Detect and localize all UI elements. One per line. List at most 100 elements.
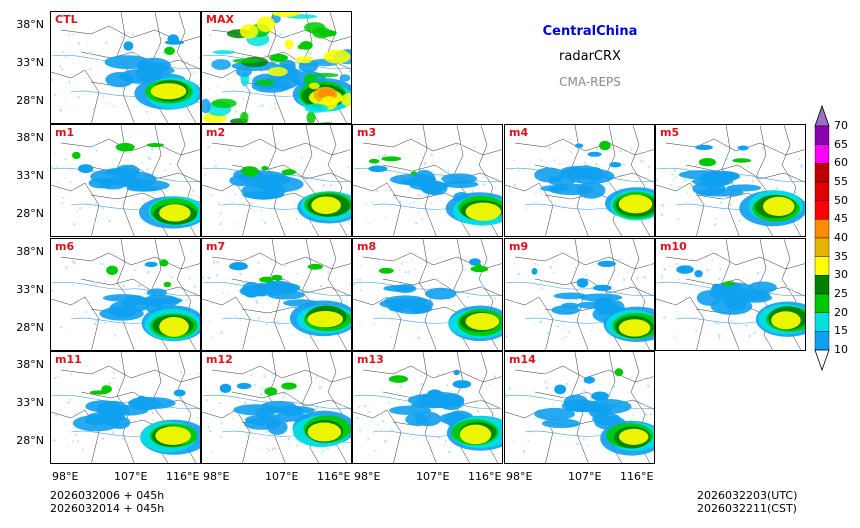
echo-stipple xyxy=(446,321,449,324)
echo-stipple xyxy=(315,407,318,410)
echo-band xyxy=(265,280,291,289)
colorbar-label: 35 xyxy=(834,249,848,263)
echo-stipple xyxy=(68,80,71,83)
echo-stipple xyxy=(65,99,67,102)
echo-stipple xyxy=(151,411,154,415)
echo-stipple xyxy=(378,157,380,160)
echo-cell-small xyxy=(137,395,147,403)
echo-stipple xyxy=(381,420,385,423)
colorbar-label: 15 xyxy=(834,324,848,338)
echo-stipple xyxy=(738,219,741,222)
echo-stipple xyxy=(365,220,367,222)
echo-stipple xyxy=(384,439,387,443)
echo-max xyxy=(255,79,275,86)
radar-map xyxy=(505,352,654,463)
echo-cell-small xyxy=(281,169,296,176)
echo-stipple xyxy=(67,33,71,36)
echo-stipple xyxy=(551,202,553,205)
echo-stipple xyxy=(257,271,260,273)
echo-stipple xyxy=(488,384,491,386)
province-border xyxy=(327,352,348,463)
echo-cell-small xyxy=(240,166,259,176)
echo-stipple xyxy=(388,401,391,404)
echo-stipple xyxy=(92,108,95,111)
valid-time-block: 2026032203(UTC) 2026032211(CST) xyxy=(697,489,797,515)
panel-label: m10 xyxy=(660,240,687,253)
province-border xyxy=(51,409,100,463)
echo-stipple xyxy=(481,283,484,287)
echo-stipple xyxy=(545,386,549,390)
echo-max xyxy=(323,49,351,64)
echo-band xyxy=(747,281,777,294)
longitude-label: 107°E xyxy=(416,470,450,483)
panel-label: m9 xyxy=(509,240,529,253)
echo-stipple xyxy=(88,51,92,54)
map-panel-m10: m10 xyxy=(655,238,806,351)
echo-stipple xyxy=(67,329,69,331)
echo-stipple xyxy=(188,404,191,407)
longitude-label: 98°E xyxy=(506,470,533,483)
echo-band xyxy=(579,293,623,302)
echo-stipple xyxy=(263,374,266,378)
echo-stipple xyxy=(642,160,645,163)
echo-stipple xyxy=(192,190,195,193)
echo-stipple xyxy=(471,189,474,192)
echo-stipple xyxy=(447,169,450,172)
echo-cell-small xyxy=(614,368,624,377)
echo-cell-small xyxy=(264,387,278,396)
echo-stipple xyxy=(487,304,490,307)
echo-stipple xyxy=(259,393,263,396)
echo-stipple xyxy=(704,281,707,283)
echo-cell-small xyxy=(410,171,417,176)
echo-stipple xyxy=(423,162,427,165)
province-border xyxy=(418,239,437,350)
echo-band xyxy=(420,180,443,195)
echo-stipple xyxy=(69,180,72,183)
echo-stipple xyxy=(546,383,548,385)
echo-stipple xyxy=(307,51,311,54)
echo-stipple xyxy=(54,93,57,97)
echo-stipple xyxy=(93,222,96,225)
echo-stipple xyxy=(257,316,260,320)
echo-cell-small xyxy=(159,259,169,267)
colorbar-label: 45 xyxy=(834,212,848,226)
echo-stipple xyxy=(197,83,200,86)
colorbar-label: 10 xyxy=(834,343,848,356)
echo-stipple xyxy=(94,169,97,172)
echo-stipple xyxy=(228,148,231,151)
echo-stipple xyxy=(435,278,438,281)
echo-stipple xyxy=(246,433,250,436)
echo-stipple xyxy=(726,158,729,161)
echo-cell xyxy=(311,196,341,215)
echo-stipple xyxy=(108,382,111,385)
echo-stipple xyxy=(523,169,525,171)
colorbar-label: 40 xyxy=(834,231,848,244)
source-title: CMA-REPS xyxy=(559,75,621,89)
echo-stipple xyxy=(564,329,567,331)
echo-stipple xyxy=(189,373,191,375)
echo-stipple xyxy=(541,192,543,195)
echo-stipple xyxy=(162,51,165,54)
echo-stipple xyxy=(421,279,423,281)
echo-stipple xyxy=(518,169,521,172)
echo-band xyxy=(141,294,181,308)
echo-stipple xyxy=(198,196,200,199)
echo-stipple xyxy=(368,410,371,414)
echo-band xyxy=(85,400,121,413)
longitude-label: 107°E xyxy=(568,470,602,483)
echo-stipple xyxy=(369,190,371,193)
echo-stipple xyxy=(527,275,529,277)
echo-stipple xyxy=(59,109,63,112)
echo-stipple xyxy=(125,332,127,335)
echo-stipple xyxy=(553,271,555,274)
echo-stipple xyxy=(243,281,246,284)
echo-stipple xyxy=(508,387,512,390)
echo-stipple xyxy=(54,314,56,316)
echo-stipple xyxy=(403,440,405,443)
echo-stipple xyxy=(250,374,253,376)
echo-stipple xyxy=(575,427,578,430)
echo-stipple xyxy=(73,62,75,65)
river-line xyxy=(202,54,351,70)
echo-max xyxy=(211,59,231,70)
echo-stipple xyxy=(219,212,222,215)
